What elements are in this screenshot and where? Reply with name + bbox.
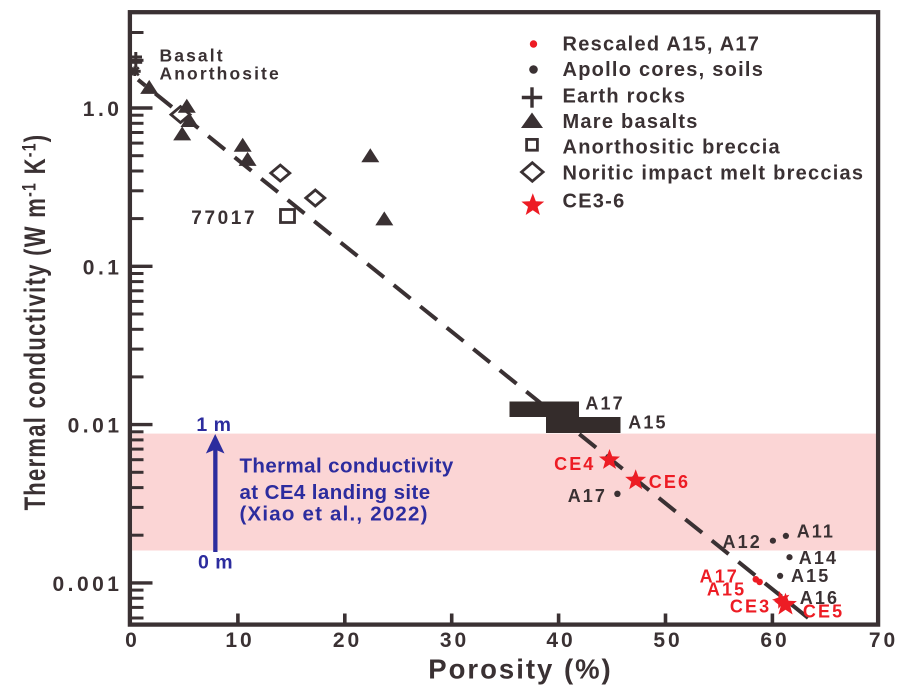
svg-text:70: 70 xyxy=(869,629,898,652)
svg-text:20: 20 xyxy=(333,629,362,652)
svg-text:CE4: CE4 xyxy=(554,454,595,474)
svg-text:1 m: 1 m xyxy=(196,414,231,436)
svg-text:A17: A17 xyxy=(568,486,607,506)
svg-text:CE3-6: CE3-6 xyxy=(563,191,626,213)
svg-text:Earth rocks: Earth rocks xyxy=(563,86,687,108)
svg-text:A15: A15 xyxy=(707,580,746,600)
svg-text:A15: A15 xyxy=(628,413,667,433)
svg-text:A17: A17 xyxy=(700,566,739,586)
svg-text:0: 0 xyxy=(125,629,140,652)
svg-text:A16: A16 xyxy=(800,588,839,608)
svg-text:77017: 77017 xyxy=(191,208,257,229)
svg-text:(Xiao et al., 2022): (Xiao et al., 2022) xyxy=(240,503,429,526)
svg-text:10: 10 xyxy=(225,629,254,652)
svg-text:0.1: 0.1 xyxy=(83,256,123,279)
svg-text:A17: A17 xyxy=(585,393,624,413)
svg-text:1.0: 1.0 xyxy=(83,98,123,121)
svg-text:40: 40 xyxy=(546,629,575,652)
svg-text:at CE4 landing site: at CE4 landing site xyxy=(240,481,431,504)
svg-text:Anorthositic breccia: Anorthositic breccia xyxy=(563,137,781,159)
svg-text:Basalt: Basalt xyxy=(160,46,225,66)
svg-text:Apollo cores, soils: Apollo cores, soils xyxy=(563,59,765,81)
svg-text:CE5: CE5 xyxy=(803,602,844,622)
svg-text:Mare basalts: Mare basalts xyxy=(563,111,699,133)
svg-text:Porosity (%): Porosity (%) xyxy=(428,654,612,685)
svg-text:CE3: CE3 xyxy=(730,597,771,617)
svg-text:A11: A11 xyxy=(797,522,835,542)
svg-text:A14: A14 xyxy=(799,548,838,568)
svg-text:Thermal conductivity: Thermal conductivity xyxy=(240,455,454,478)
svg-text:30: 30 xyxy=(440,629,469,652)
svg-text:0.01: 0.01 xyxy=(68,415,123,438)
svg-text:Rescaled A15, A17: Rescaled A15, A17 xyxy=(563,34,761,56)
svg-text:A15: A15 xyxy=(791,566,830,586)
svg-text:CE6: CE6 xyxy=(649,472,690,492)
svg-text:60: 60 xyxy=(760,629,789,652)
svg-text:Noritic impact melt breccias: Noritic impact melt breccias xyxy=(563,163,865,185)
svg-text:0.001: 0.001 xyxy=(52,573,122,596)
svg-text:A12: A12 xyxy=(723,532,762,552)
svg-text:0 m: 0 m xyxy=(198,552,233,574)
svg-text:50: 50 xyxy=(653,629,682,652)
svg-text:Anorthosite: Anorthosite xyxy=(160,63,281,83)
